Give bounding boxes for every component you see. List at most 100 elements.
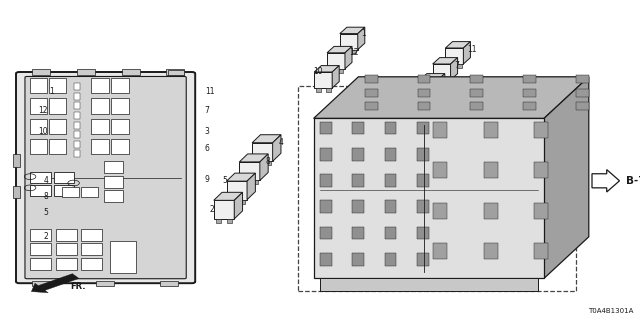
Polygon shape — [451, 58, 458, 80]
Bar — [385, 148, 396, 161]
Bar — [91, 78, 109, 93]
Bar — [385, 200, 396, 213]
Bar — [408, 112, 413, 116]
Bar — [74, 102, 80, 109]
Bar — [160, 281, 178, 286]
Bar — [74, 141, 80, 148]
Polygon shape — [252, 143, 273, 161]
Bar — [534, 243, 548, 259]
Text: 2: 2 — [210, 205, 214, 214]
Text: 1: 1 — [362, 29, 366, 38]
Polygon shape — [353, 93, 378, 99]
Bar — [418, 102, 431, 110]
Bar — [54, 185, 74, 196]
Bar — [433, 122, 447, 138]
Bar — [419, 112, 424, 116]
Text: 12: 12 — [349, 48, 358, 57]
Text: FR.: FR. — [70, 282, 86, 291]
Bar — [434, 80, 439, 84]
Bar — [104, 190, 123, 202]
Text: 10: 10 — [314, 68, 323, 76]
Bar — [433, 243, 447, 259]
Bar — [353, 253, 364, 266]
Bar — [320, 278, 538, 291]
Polygon shape — [425, 90, 432, 112]
Bar — [54, 172, 74, 183]
Polygon shape — [314, 72, 332, 88]
Bar — [77, 69, 95, 75]
Bar — [320, 122, 332, 134]
Text: 4: 4 — [43, 176, 48, 185]
Polygon shape — [420, 74, 445, 80]
Bar — [104, 161, 123, 173]
Polygon shape — [340, 27, 365, 34]
Polygon shape — [314, 77, 589, 118]
Bar — [104, 176, 123, 188]
Bar — [49, 98, 66, 114]
Polygon shape — [252, 135, 281, 143]
Bar — [484, 122, 498, 138]
Bar — [30, 185, 51, 196]
Bar — [74, 131, 80, 138]
Bar — [576, 75, 589, 83]
Bar — [30, 119, 47, 134]
Bar — [320, 227, 332, 239]
Bar — [239, 200, 245, 204]
Bar — [30, 243, 51, 255]
Polygon shape — [227, 181, 247, 200]
Polygon shape — [345, 46, 352, 69]
Polygon shape — [407, 90, 432, 96]
Bar — [320, 200, 332, 213]
Bar — [365, 102, 378, 110]
Bar — [228, 200, 234, 204]
Bar — [74, 112, 80, 119]
Text: 9: 9 — [359, 89, 364, 98]
Text: T0A4B1301A: T0A4B1301A — [588, 308, 634, 314]
Bar — [62, 187, 79, 197]
FancyBboxPatch shape — [16, 72, 195, 283]
Polygon shape — [227, 173, 255, 181]
Polygon shape — [327, 53, 345, 69]
Polygon shape — [273, 135, 281, 161]
Text: 8: 8 — [266, 157, 270, 166]
Bar — [111, 139, 129, 154]
Bar — [326, 88, 331, 92]
Text: 3: 3 — [205, 127, 210, 136]
Bar — [417, 122, 429, 134]
Text: 4: 4 — [278, 138, 284, 147]
Polygon shape — [407, 96, 425, 112]
Polygon shape — [214, 192, 243, 200]
Polygon shape — [445, 42, 470, 48]
Text: 1: 1 — [50, 87, 54, 96]
Bar — [417, 227, 429, 239]
Bar — [339, 69, 344, 73]
Bar — [444, 80, 449, 84]
Polygon shape — [433, 58, 458, 64]
Bar — [30, 98, 47, 114]
Bar — [252, 180, 258, 184]
Bar — [81, 187, 98, 197]
Bar — [111, 98, 129, 114]
Bar — [484, 162, 498, 178]
Bar — [56, 258, 77, 270]
Bar — [265, 161, 271, 165]
Bar — [216, 219, 221, 223]
Bar — [111, 119, 129, 134]
Bar — [470, 89, 483, 97]
Bar — [534, 203, 548, 219]
Polygon shape — [463, 42, 470, 64]
Text: B-7: B-7 — [626, 176, 640, 186]
Text: 11: 11 — [467, 45, 477, 54]
Polygon shape — [592, 170, 620, 192]
Bar — [320, 148, 332, 161]
Text: 7: 7 — [205, 106, 210, 115]
Text: 2: 2 — [44, 232, 48, 241]
Bar — [385, 174, 396, 187]
Bar — [523, 102, 536, 110]
Polygon shape — [247, 173, 255, 200]
Bar — [364, 115, 369, 119]
Polygon shape — [327, 46, 352, 53]
Bar — [470, 102, 483, 110]
Bar — [81, 229, 102, 241]
Bar — [241, 180, 247, 184]
